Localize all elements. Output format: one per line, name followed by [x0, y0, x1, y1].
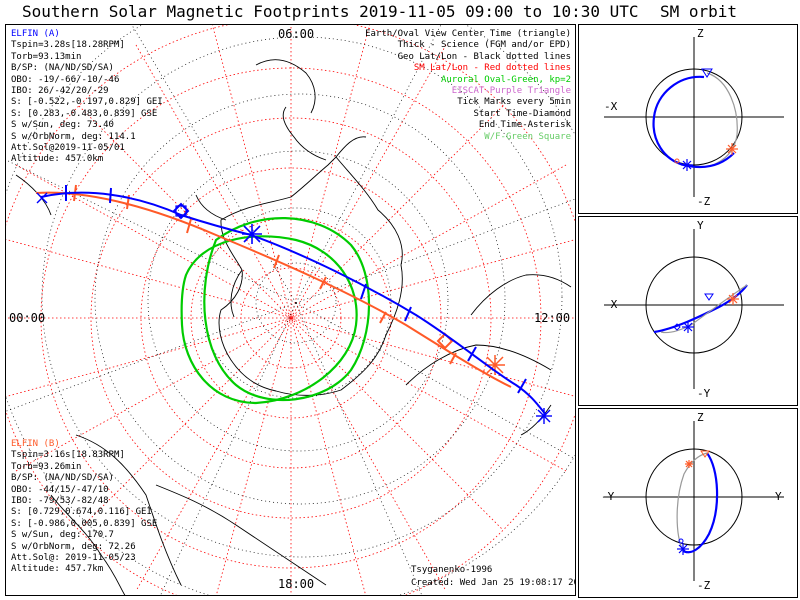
mlt-label-bottom: 18:00: [278, 577, 315, 591]
legend-item: Thick - Science (FGM and/or EPD): [397, 40, 571, 51]
legend-item: Start Time-Diamond: [473, 108, 571, 119]
elfin-b-info: ELFIN (B) Tspin=3.16s[18.83RPM] Torb=93.…: [11, 439, 157, 576]
orbit1-axis-top: Z: [697, 27, 704, 40]
elfin-a-line: Torb=93.13min: [11, 51, 82, 62]
elfin-b-line: Torb=93.26min: [11, 461, 82, 472]
elfin-a-name: ELFIN (A): [11, 29, 60, 39]
elfin-a-line: S w/OrbNorm, deg: 114.1: [11, 131, 136, 142]
legend-item: Auroral Oval-Green, kp=2: [440, 74, 571, 85]
elfin-b-name: ELFIN (B): [11, 439, 60, 449]
coastlines: [15, 59, 572, 595]
orbit-panel-yz: Z -Z -Y Y: [578, 408, 798, 598]
orbit-plot-xz: [604, 37, 784, 197]
orbit1-axis-bottom: -Z: [697, 195, 711, 208]
orbit3-axis-left: -Y: [601, 490, 615, 503]
page-title: Southern Solar Magnetic Footprints 2019-…: [22, 2, 639, 21]
elfin-b-line: B/SP: (NA/ND/SD/SA): [11, 473, 114, 484]
elfin-b-line: S w/Sun, deg: 170.7: [11, 530, 114, 541]
orbit3-axis-right: Y: [775, 490, 782, 503]
mlt-label-right: 12:00: [534, 311, 571, 325]
orbit3-axis-bottom: -Z: [697, 579, 711, 592]
orbit-plot-yz: [604, 421, 784, 581]
orbit-panel-xy: Y -Y -X: [578, 216, 798, 406]
orbit3-axis-top: Z: [697, 411, 704, 424]
elfin-a-line: S: [-0.522,-0.197,0.829] GEI: [11, 97, 163, 108]
orbit1-axis-left: -X: [604, 100, 618, 113]
elfin-a-line: Att.Sol@2019-11-05/01: [11, 142, 125, 153]
orbit2-axis-top: Y: [697, 219, 704, 232]
legend-item: Geo Lat/Lon - Black dotted lines: [397, 51, 571, 62]
orbit2-axis-left: -X: [604, 298, 618, 311]
elfin-b-line: S: [-0.986,0.005,0.839] GSE: [11, 518, 158, 529]
orbit-plot-xy: [604, 229, 784, 389]
mlt-label-left: 00:00: [9, 311, 46, 325]
legend-item: End Time-Asterisk: [478, 120, 571, 131]
elfin-b-line: OBO: -44/15/-47/10: [11, 484, 109, 495]
geo-grid: [6, 25, 575, 595]
sm-grid: [6, 25, 575, 595]
legend-item: Tick Marks every 5min: [457, 97, 571, 108]
footer-credit: Tsyganenko-1996: [411, 565, 493, 575]
orbit2-axis-bottom: -Y: [697, 387, 711, 400]
legend-item: Earth/Oval View Center Time (triangle): [365, 29, 571, 39]
mlt-label-top: 06:00: [278, 27, 315, 41]
legend-item: W/F-Green Square: [484, 131, 571, 142]
elfin-a-info: ELFIN (A) Tspin=3.28s[18.28RPM] Torb=93.…: [11, 29, 163, 166]
elfin-a-track: [36, 185, 552, 424]
orbit-panel-xz: Z -Z -X: [578, 24, 798, 214]
legend-item: SM Lat/Lon - Red dotted lines: [413, 63, 571, 74]
elfin-b-line: S w/OrbNorm, deg: 72.26: [11, 541, 136, 552]
elfin-a-line: S: [0.283,-0.483,0.839] GSE: [11, 108, 158, 119]
footprint-map-panel: ELFIN (A) Tspin=3.28s[18.28RPM] Torb=93.…: [5, 24, 576, 596]
elfin-a-line: IBO: 26/-42/20/-29: [11, 85, 109, 96]
legend: Earth/Oval View Center Time (triangle) T…: [365, 29, 571, 143]
elfin-a-line: Altitude: 457.0km: [11, 154, 104, 165]
elfin-b-line: Tspin=3.16s[18.83RPM]: [11, 450, 125, 461]
footer-created: Created: Wed Jan 25 19:08:17 2023: [411, 578, 576, 588]
elfin-b-track: [35, 184, 512, 388]
elfin-b-line: Att.Sol@: 2019-11-05/23: [11, 552, 136, 563]
elfin-b-line: S: [0.729,0.674,0.116] GEI: [11, 507, 152, 518]
elfin-a-line: OBO: -19/-66/-10/-46: [11, 74, 120, 85]
elfin-b-line: IBO: -79/53/-82/48: [11, 495, 109, 506]
elfin-a-line: S w/Sun, deg: 73.40: [11, 120, 114, 131]
orbit-title: SM orbit: [660, 2, 738, 21]
footprint-map: [6, 25, 575, 595]
legend-item: EISCAT-Purple Triangle: [451, 85, 571, 96]
auroral-oval: [180, 217, 371, 405]
elfin-a-line: Tspin=3.28s[18.28RPM]: [11, 40, 125, 51]
elfin-b-line: Altitude: 457.7km: [11, 564, 104, 575]
elfin-a-line: B/SP: (NA/ND/SD/SA): [11, 63, 114, 74]
